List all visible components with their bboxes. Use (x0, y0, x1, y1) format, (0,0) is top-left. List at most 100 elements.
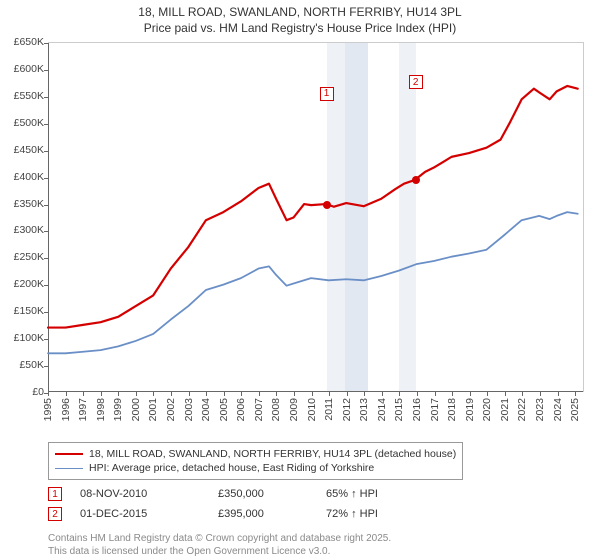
x-tick (522, 392, 523, 396)
sale-date: 08-NOV-2010 (80, 488, 200, 500)
title-line-1: 18, MILL ROAD, SWANLAND, NORTH FERRIBY, … (0, 4, 600, 20)
y-tick-label: £350K (14, 198, 44, 210)
sale-price: £350,000 (218, 488, 308, 500)
y-tick-label: £550K (14, 90, 44, 102)
x-tick (347, 392, 348, 396)
y-tick-label: £300K (14, 224, 44, 236)
x-tick (118, 392, 119, 396)
x-tick-label: 2013 (358, 398, 370, 421)
legend-label: 18, MILL ROAD, SWANLAND, NORTH FERRIBY, … (89, 448, 456, 460)
x-tick-label: 1996 (60, 398, 72, 421)
y-tick (44, 70, 48, 71)
sale-marker-label: 2 (409, 75, 423, 89)
x-tick-label: 2017 (429, 398, 441, 421)
x-tick (83, 392, 84, 396)
legend-row: HPI: Average price, detached house, East… (55, 461, 456, 475)
y-tick-label: £450K (14, 144, 44, 156)
x-tick-label: 2021 (499, 398, 511, 421)
x-tick-label: 2008 (270, 398, 282, 421)
y-tick (44, 258, 48, 259)
y-tick-label: £650K (14, 36, 44, 48)
x-tick-label: 2006 (235, 398, 247, 421)
x-tick (558, 392, 559, 396)
x-tick-label: 2020 (481, 398, 493, 421)
x-tick (312, 392, 313, 396)
y-tick (44, 312, 48, 313)
sale-hpi: 65% ↑ HPI (326, 488, 436, 500)
footnote: Contains HM Land Registry data © Crown c… (48, 532, 391, 558)
title-line-2: Price paid vs. HM Land Registry's House … (0, 20, 600, 36)
x-tick (259, 392, 260, 396)
y-tick (44, 178, 48, 179)
x-tick-label: 2010 (306, 398, 318, 421)
x-tick (575, 392, 576, 396)
x-tick-label: 1997 (77, 398, 89, 421)
y-tick (44, 124, 48, 125)
x-tick (66, 392, 67, 396)
y-tick (44, 205, 48, 206)
legend-row: 18, MILL ROAD, SWANLAND, NORTH FERRIBY, … (55, 447, 456, 461)
legend-swatch (55, 453, 83, 455)
y-tick (44, 339, 48, 340)
y-tick-label: £100K (14, 332, 44, 344)
series-subject (48, 86, 578, 328)
y-tick-label: £50K (19, 359, 44, 371)
sale-marker-dot (323, 201, 331, 209)
x-tick-label: 2009 (288, 398, 300, 421)
legend: 18, MILL ROAD, SWANLAND, NORTH FERRIBY, … (48, 442, 463, 480)
x-tick (294, 392, 295, 396)
x-tick-label: 2001 (147, 398, 159, 421)
y-tick (44, 97, 48, 98)
y-axis-labels: £0£50K£100K£150K£200K£250K£300K£350K£400… (0, 42, 48, 392)
x-tick (171, 392, 172, 396)
x-tick (241, 392, 242, 396)
x-tick (417, 392, 418, 396)
footnote-line-1: Contains HM Land Registry data © Crown c… (48, 532, 391, 545)
x-tick (276, 392, 277, 396)
x-tick-label: 1998 (95, 398, 107, 421)
x-tick (153, 392, 154, 396)
y-tick-label: £0 (32, 386, 44, 398)
x-tick (364, 392, 365, 396)
sale-row-marker: 2 (48, 507, 62, 521)
x-tick (189, 392, 190, 396)
chart-lines (48, 43, 583, 392)
y-tick (44, 151, 48, 152)
x-tick-label: 2022 (516, 398, 528, 421)
x-tick-label: 2023 (534, 398, 546, 421)
y-tick (44, 231, 48, 232)
y-tick-label: £150K (14, 305, 44, 317)
x-tick (487, 392, 488, 396)
sale-marker-dot (412, 176, 420, 184)
y-tick-label: £250K (14, 251, 44, 263)
y-tick (44, 366, 48, 367)
y-tick-label: £200K (14, 278, 44, 290)
x-tick-label: 2004 (200, 398, 212, 421)
x-tick-label: 2018 (446, 398, 458, 421)
legend-label: HPI: Average price, detached house, East… (89, 462, 374, 474)
sale-marker-label: 1 (320, 87, 334, 101)
sale-price: £395,000 (218, 508, 308, 520)
x-tick-label: 1995 (42, 398, 54, 421)
plot-area: 12 (48, 42, 584, 392)
x-tick-label: 2002 (165, 398, 177, 421)
x-tick (224, 392, 225, 396)
x-tick-label: 2025 (569, 398, 581, 421)
footnote-line-2: This data is licensed under the Open Gov… (48, 545, 391, 558)
x-tick (101, 392, 102, 396)
sale-date: 01-DEC-2015 (80, 508, 200, 520)
x-tick-label: 2014 (376, 398, 388, 421)
x-tick (505, 392, 506, 396)
y-tick-label: £400K (14, 171, 44, 183)
x-tick-label: 2011 (323, 398, 335, 421)
x-tick-label: 2012 (341, 398, 353, 421)
x-tick (540, 392, 541, 396)
x-tick (399, 392, 400, 396)
y-tick (44, 285, 48, 286)
x-tick (382, 392, 383, 396)
x-tick-label: 2024 (552, 398, 564, 421)
sale-row: 201-DEC-2015£395,00072% ↑ HPI (48, 504, 436, 524)
x-tick (136, 392, 137, 396)
x-tick-label: 2003 (183, 398, 195, 421)
x-axis-labels: 1995199619971998199920002001200220032004… (48, 398, 584, 438)
